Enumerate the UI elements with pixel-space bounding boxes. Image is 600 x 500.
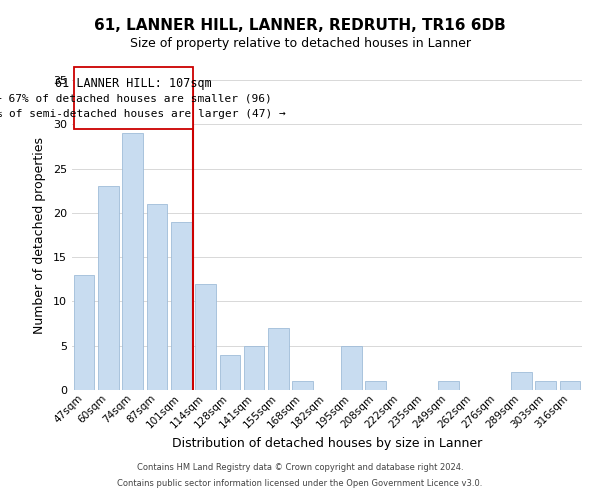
Text: Contains public sector information licensed under the Open Government Licence v3: Contains public sector information licen… xyxy=(118,478,482,488)
Bar xyxy=(341,346,362,390)
Bar xyxy=(220,354,240,390)
Bar xyxy=(365,381,386,390)
Bar xyxy=(122,133,143,390)
Text: 61 LANNER HILL: 107sqm: 61 LANNER HILL: 107sqm xyxy=(55,78,212,90)
Text: 61, LANNER HILL, LANNER, REDRUTH, TR16 6DB: 61, LANNER HILL, LANNER, REDRUTH, TR16 6… xyxy=(94,18,506,32)
Text: Size of property relative to detached houses in Lanner: Size of property relative to detached ho… xyxy=(130,38,470,51)
Bar xyxy=(98,186,119,390)
Bar xyxy=(146,204,167,390)
Bar xyxy=(171,222,191,390)
FancyBboxPatch shape xyxy=(74,66,193,128)
Bar xyxy=(511,372,532,390)
Text: ← 67% of detached houses are smaller (96): ← 67% of detached houses are smaller (96… xyxy=(0,94,272,104)
Bar xyxy=(268,328,289,390)
X-axis label: Distribution of detached houses by size in Lanner: Distribution of detached houses by size … xyxy=(172,436,482,450)
Bar xyxy=(195,284,216,390)
Bar xyxy=(292,381,313,390)
Bar xyxy=(74,275,94,390)
Y-axis label: Number of detached properties: Number of detached properties xyxy=(33,136,46,334)
Bar xyxy=(560,381,580,390)
Bar xyxy=(438,381,459,390)
Bar xyxy=(535,381,556,390)
Text: 33% of semi-detached houses are larger (47) →: 33% of semi-detached houses are larger (… xyxy=(0,109,286,119)
Text: Contains HM Land Registry data © Crown copyright and database right 2024.: Contains HM Land Registry data © Crown c… xyxy=(137,464,463,472)
Bar xyxy=(244,346,265,390)
